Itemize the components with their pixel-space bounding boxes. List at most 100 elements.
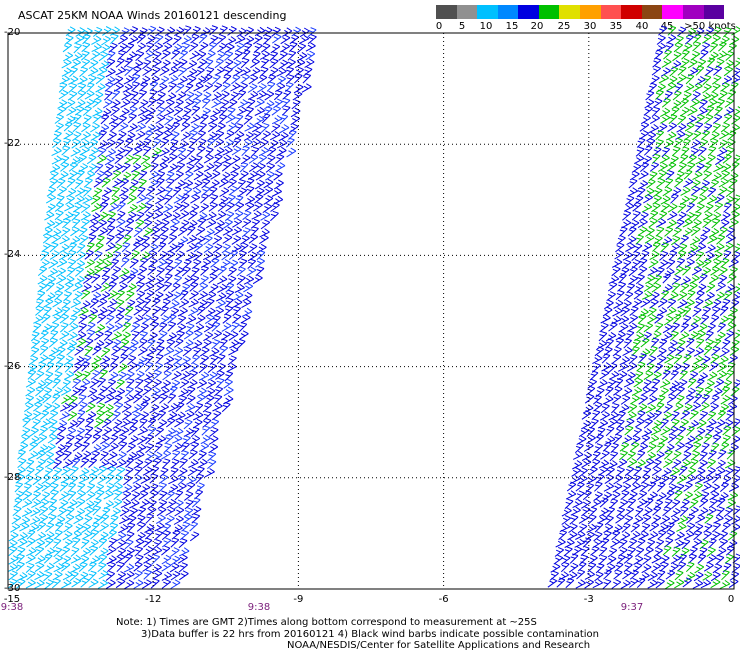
wind-barb: [34, 484, 43, 493]
wind-barb: [48, 268, 58, 276]
wind-barb: [18, 532, 28, 540]
wind-barb: [210, 419, 219, 428]
wind-barb: [596, 564, 604, 573]
wind-barb: [53, 539, 61, 549]
wind-barb: [714, 515, 724, 523]
wind-barb: [249, 234, 258, 243]
wind-barb: [230, 92, 239, 101]
wind-barb: [616, 514, 625, 523]
wind-barb: [68, 332, 78, 340]
wind-barb: [225, 212, 234, 221]
wind-barb: [654, 364, 663, 373]
wind-barb: [731, 436, 740, 445]
wind-barb: [53, 467, 62, 476]
wind-barb: [157, 107, 166, 116]
wind-barb: [246, 186, 254, 195]
wind-barb: [211, 171, 221, 180]
wind-barb: [53, 379, 61, 389]
wind-barb: [263, 27, 272, 36]
wind-barb: [215, 67, 225, 75]
wind-barb: [172, 292, 181, 301]
wind-barb: [174, 516, 184, 525]
wind-barb: [68, 76, 78, 85]
wind-barb: [38, 283, 47, 292]
wind-barb: [720, 482, 728, 491]
wind-barb: [149, 171, 159, 179]
wind-barb: [598, 420, 608, 428]
wind-barb: [51, 403, 60, 412]
wind-barb: [632, 347, 640, 356]
wind-barb: [688, 107, 698, 116]
wind-barb: [160, 139, 168, 148]
wind-barb: [18, 458, 27, 467]
wind-barb: [68, 170, 77, 179]
wind-barb: [107, 461, 117, 469]
wind-barb: [133, 394, 142, 403]
wind-barb: [130, 259, 139, 268]
wind-barb: [122, 163, 130, 172]
wind-barb: [709, 275, 719, 284]
wind-barb: [8, 564, 18, 572]
wind-barb: [670, 67, 678, 76]
wind-barb: [704, 115, 713, 124]
latitude-label: -20: [4, 27, 20, 38]
wind-barb: [699, 411, 707, 420]
wind-barb: [623, 475, 633, 484]
wind-barb: [120, 507, 129, 516]
wind-barb: [191, 268, 199, 277]
longitude-label: -9: [293, 594, 303, 605]
wind-barb: [151, 67, 160, 76]
wind-barb: [155, 27, 164, 36]
wind-barb: [76, 28, 85, 37]
wind-barb: [159, 251, 168, 260]
latitude-label: -28: [4, 472, 20, 483]
wind-barb: [667, 220, 677, 228]
wind-barb: [75, 180, 83, 189]
wind-barb: [137, 282, 145, 291]
wind-barb: [707, 155, 716, 164]
wind-barb: [156, 187, 166, 195]
wind-barb: [26, 387, 35, 396]
wind-barb: [148, 266, 157, 275]
wind-barb: [274, 171, 283, 180]
wind-barb: [159, 491, 167, 500]
wind-barb: [551, 564, 560, 573]
wind-barb: [718, 267, 727, 276]
wind-barb: [145, 195, 154, 204]
wind-barb: [147, 347, 157, 355]
wind-barb: [141, 396, 150, 405]
wind-barb: [123, 235, 131, 244]
wind-barb: [24, 475, 33, 484]
wind-barb: [681, 323, 689, 332]
wind-barb: [604, 483, 614, 491]
wind-barb: [217, 35, 226, 44]
wind-barb: [77, 252, 86, 261]
wind-barb: [143, 538, 152, 547]
wind-barb: [91, 51, 100, 60]
wind-barb: [211, 258, 220, 267]
wind-barb: [89, 579, 99, 588]
wind-barb: [575, 539, 585, 547]
wind-barb: [131, 323, 140, 332]
wind-barb: [657, 570, 665, 580]
wind-barb: [108, 538, 116, 547]
wind-barb: [620, 442, 629, 451]
wind-barb: [63, 571, 73, 579]
wind-barb: [61, 395, 71, 404]
wind-barb: [105, 324, 115, 333]
wind-barb: [607, 461, 617, 469]
wind-barb: [154, 131, 163, 140]
wind-barb: [210, 266, 219, 275]
wind-barb: [59, 171, 69, 180]
wind-barb: [671, 61, 681, 69]
wind-barb: [287, 59, 296, 68]
wind-barb: [566, 578, 574, 587]
wind-barb: [729, 267, 738, 276]
wind-barb: [113, 179, 123, 188]
wind-barb: [153, 43, 163, 52]
wind-barb: [26, 468, 35, 477]
wind-barb: [637, 499, 647, 507]
wind-barb: [155, 195, 165, 204]
wind-barb: [688, 59, 697, 68]
wind-barb: [671, 371, 679, 381]
